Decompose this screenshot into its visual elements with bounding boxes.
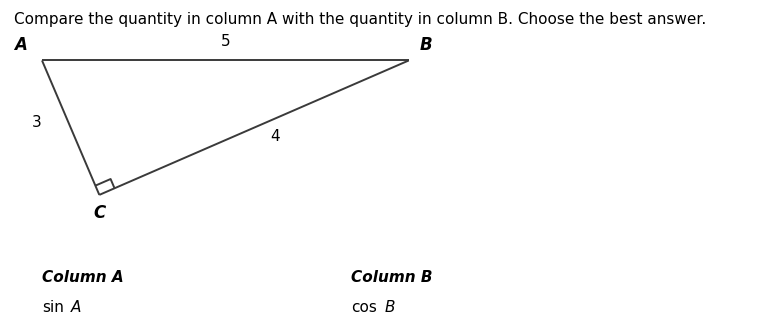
Text: B: B [385,300,396,315]
Text: C: C [93,204,105,222]
Text: cos: cos [351,300,377,315]
Text: A: A [71,300,82,315]
Text: 4: 4 [270,129,280,143]
Text: sin: sin [42,300,64,315]
Text: Compare the quantity in column A with the quantity in column B. Choose the best : Compare the quantity in column A with th… [14,12,706,27]
Text: B: B [419,36,432,54]
Text: A: A [15,36,27,54]
Text: 3: 3 [32,115,42,130]
Text: Column B: Column B [351,270,433,285]
Text: Column A: Column A [42,270,124,285]
Text: 5: 5 [221,35,230,49]
